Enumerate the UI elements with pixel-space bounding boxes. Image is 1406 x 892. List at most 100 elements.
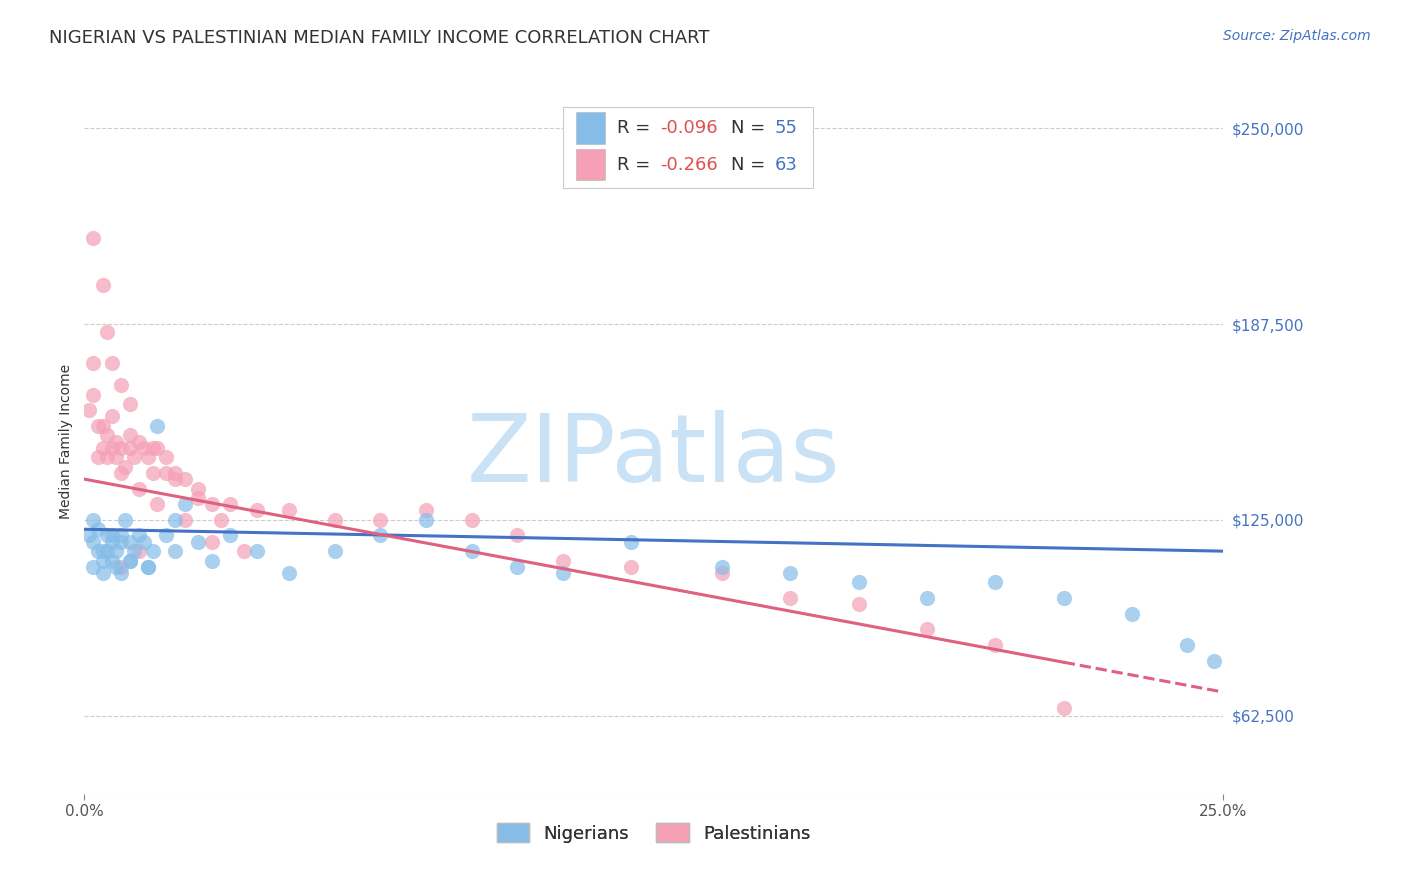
Point: [506, 559, 529, 574]
Point: [128, 544, 150, 558]
Text: Source: ZipAtlas.com: Source: ZipAtlas.com: [1223, 29, 1371, 44]
Point: [173, 497, 195, 511]
Point: [146, 497, 169, 511]
Point: [128, 528, 150, 542]
FancyBboxPatch shape: [576, 112, 605, 144]
Point: [82, 534, 104, 549]
Point: [232, 544, 254, 558]
Point: [118, 553, 141, 567]
Point: [779, 566, 801, 580]
Point: [100, 409, 122, 424]
Point: [187, 534, 209, 549]
Point: [110, 466, 132, 480]
Point: [915, 591, 938, 606]
Point: [77, 528, 100, 542]
Point: [323, 513, 346, 527]
Point: [984, 575, 1007, 590]
Point: [506, 528, 529, 542]
Point: [96, 544, 118, 558]
Point: [415, 503, 437, 517]
Point: [219, 528, 242, 542]
Point: [187, 491, 209, 505]
Point: [100, 553, 122, 567]
Point: [82, 231, 104, 245]
Point: [1053, 591, 1076, 606]
Point: [87, 544, 110, 558]
Point: [132, 441, 155, 455]
Point: [100, 534, 122, 549]
Point: [173, 472, 195, 486]
Point: [110, 534, 132, 549]
Point: [82, 356, 104, 370]
Point: [118, 553, 141, 567]
Point: [155, 466, 177, 480]
Point: [219, 497, 242, 511]
Point: [1175, 638, 1198, 652]
Point: [96, 528, 118, 542]
Point: [105, 559, 128, 574]
FancyBboxPatch shape: [562, 107, 813, 188]
Legend: Nigerians, Palestinians: Nigerians, Palestinians: [488, 814, 820, 852]
Point: [915, 623, 938, 637]
Point: [124, 450, 146, 465]
Point: [278, 503, 301, 517]
Point: [136, 559, 159, 574]
Point: [165, 544, 187, 558]
Point: [984, 638, 1007, 652]
Point: [246, 503, 269, 517]
Point: [415, 513, 437, 527]
Point: [620, 559, 643, 574]
Point: [105, 434, 128, 449]
Text: ZIPatlas: ZIPatlas: [467, 409, 841, 501]
Point: [1053, 700, 1076, 714]
Point: [87, 450, 110, 465]
Point: [155, 528, 177, 542]
Point: [155, 450, 177, 465]
Point: [711, 566, 734, 580]
Point: [209, 513, 232, 527]
Point: [82, 387, 104, 401]
Y-axis label: Median Family Income: Median Family Income: [59, 364, 73, 519]
Point: [87, 522, 110, 536]
Point: [118, 534, 141, 549]
Point: [124, 544, 146, 558]
Point: [110, 566, 132, 580]
Point: [118, 441, 141, 455]
Point: [201, 534, 224, 549]
Point: [91, 418, 114, 433]
Text: N =: N =: [731, 119, 772, 137]
Point: [165, 513, 187, 527]
Point: [114, 459, 136, 474]
Point: [779, 591, 801, 606]
Point: [128, 482, 150, 496]
Point: [91, 566, 114, 580]
Point: [142, 544, 165, 558]
Point: [1121, 607, 1143, 621]
Point: [100, 441, 122, 455]
Point: [165, 466, 187, 480]
Point: [246, 544, 269, 558]
Point: [136, 559, 159, 574]
Point: [91, 544, 114, 558]
Point: [165, 472, 187, 486]
Point: [551, 566, 574, 580]
Point: [711, 559, 734, 574]
Text: R =: R =: [617, 155, 657, 174]
Point: [100, 528, 122, 542]
Point: [848, 598, 870, 612]
Point: [201, 553, 224, 567]
Point: [91, 553, 114, 567]
Text: 55: 55: [775, 119, 797, 137]
Text: R =: R =: [617, 119, 657, 137]
Point: [82, 559, 104, 574]
Point: [110, 441, 132, 455]
Point: [110, 378, 132, 392]
Point: [77, 403, 100, 417]
Point: [105, 544, 128, 558]
Point: [91, 277, 114, 292]
Point: [96, 325, 118, 339]
Point: [110, 559, 132, 574]
Point: [460, 544, 482, 558]
Point: [142, 441, 165, 455]
Point: [105, 450, 128, 465]
